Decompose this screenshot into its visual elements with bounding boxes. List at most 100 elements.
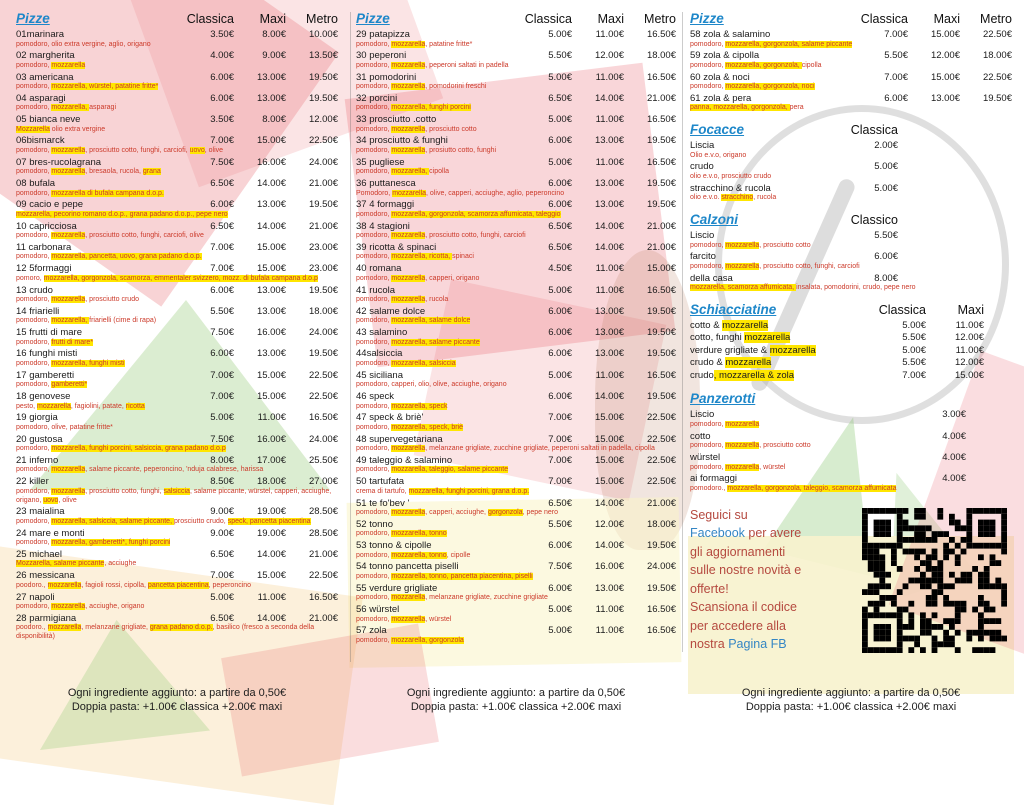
price: 22.50€: [982, 29, 1012, 40]
price: 14.00€: [594, 540, 624, 552]
item-prices: 4.00€: [908, 452, 966, 463]
price: 7.50€: [210, 327, 234, 339]
column-footer: Ogni ingrediente aggiunto: a partire da …: [690, 687, 1012, 714]
price: 9.00€: [210, 527, 234, 539]
item-ingredients: pomodoro, mozzarella, würstel: [356, 615, 452, 623]
price: 15.00€: [594, 412, 624, 424]
price: 10.00€: [308, 29, 338, 40]
item-prices: 8.00€ 17.00€ 25.50€: [182, 455, 338, 466]
item-ingredients: pomodoro, mozzarella, melanzane grigliat…: [356, 594, 548, 602]
section-title: Schiacciatine: [690, 301, 777, 317]
item-ingredients: pomodoro, mozzarella, asparagi: [16, 104, 117, 112]
qr-code: [862, 507, 1007, 658]
menu-item: 56 würstel 5.00€ 11.00€ 16.50€ pomodoro, moz…: [356, 604, 676, 624]
price: 7.50€: [210, 156, 234, 168]
price: 16.50€: [646, 29, 676, 40]
menu-item: crudo 5.00€ olio e.v.o, prosciutto crudo: [690, 161, 1012, 181]
price: 7.50€: [210, 433, 234, 445]
item-prices: 5.50€ 12.00€ 18.00€: [856, 50, 1012, 61]
item-name: della casa: [690, 272, 733, 284]
item-prices: 6.50€ 14.00€ 21.00€: [520, 93, 676, 104]
price: 18.00€: [982, 50, 1012, 62]
price: 27.00€: [308, 476, 338, 488]
price: 7.00€: [210, 369, 234, 381]
price: 14.00€: [256, 548, 286, 560]
price: 9.00€: [210, 506, 234, 518]
menu-item: 06bismarck 7.00€ 15.00€ 22.50€ pomodoro, moz…: [16, 135, 338, 155]
menu-item: crudo & mozzarella 5.50€ 12.00€: [690, 357, 1012, 370]
price: 14.00€: [594, 391, 624, 403]
price: 22.50€: [646, 433, 676, 445]
price: 23.00€: [308, 241, 338, 253]
footer-line-2: Doppia pasta: +1.00€ classica +2.00€ max…: [745, 700, 957, 713]
section-pizze-1: Pizze Classica Maxi Metro 01marinara 3.50€ 8.0…: [16, 11, 338, 642]
price: 22.50€: [308, 570, 338, 582]
item-prices: 5.00€ 11.00€ 16.50€: [520, 370, 676, 381]
item-ingredients: crema di tartufo, mozzarella, funghi por…: [356, 487, 530, 495]
price: 6.50€: [548, 241, 572, 253]
price: 22.50€: [982, 71, 1012, 83]
price: 9.00€: [262, 50, 286, 62]
price-column-header: Maxi: [933, 12, 960, 26]
price: 5.50€: [902, 357, 926, 369]
item-name: 61 zola & pera: [690, 92, 752, 104]
price: 12.00€: [954, 332, 984, 344]
price: 6.00€: [210, 199, 234, 211]
item-ingredients: pomodoro, capperi, olio, olive, acciughe…: [356, 381, 507, 389]
price: 19.50€: [646, 582, 676, 594]
price: 13.00€: [594, 327, 624, 339]
item-ingredients: pomodoro, mozzarella, funghi porcini, sa…: [16, 445, 226, 453]
price: 6.00€: [210, 92, 234, 104]
price: 19.50€: [646, 305, 676, 317]
item-ingredients: pomodoro, mozzarella, prosciutto cotto, …: [16, 232, 204, 240]
item-name: 36 puttanesca: [356, 178, 416, 190]
item-ingredients: pomodoro, mozzarella, salsiccia, salame …: [16, 517, 311, 525]
item-name: verdure grigliate & mozzarella: [690, 344, 816, 356]
price: 14.00€: [594, 497, 624, 509]
item-name: 38 4 stagioni: [356, 220, 410, 232]
price: 6.00€: [548, 582, 572, 594]
price: 19.50€: [646, 540, 676, 552]
price: 14.00€: [594, 92, 624, 104]
price: 13.00€: [594, 135, 624, 147]
menu-item: stracchino & rucola 5.00€ olio e.v.o. stra…: [690, 183, 1012, 203]
price: 19.50€: [308, 284, 338, 296]
price: 5.50€: [874, 230, 898, 242]
price: 14.00€: [594, 241, 624, 253]
item-prices: 9.00€ 19.00€ 28.50€: [182, 528, 338, 539]
section-title: Pizze: [690, 11, 724, 26]
price: 16.50€: [646, 156, 676, 168]
menu-item: della casa 8.00€ mozzarella, scamorza affu…: [690, 273, 1012, 293]
item-prices: 3.50€ 8.00€ 12.00€: [182, 114, 338, 125]
menu-item: 37 4 formaggi 6.00€ 13.00€ 19.50€ pomodoro, …: [356, 199, 676, 219]
price: 22.50€: [646, 476, 676, 488]
item-ingredients: pomodoro, mozzarella, prosciutto cotto, …: [690, 262, 860, 270]
item-prices: 6.50€ 14.00€ 21.00€: [520, 242, 676, 253]
price: 11.00€: [595, 369, 624, 381]
price: 7.00€: [548, 412, 572, 424]
price: 18.00€: [256, 476, 286, 488]
menu-item: 43 salamino 6.00€ 13.00€ 19.50€ pomodoro, mo…: [356, 327, 676, 347]
item-name: Liscio: [690, 409, 715, 421]
price: 11.00€: [257, 412, 286, 424]
price: 5.00€: [548, 29, 572, 40]
price: 13.00€: [256, 305, 286, 317]
price: 11.00€: [955, 344, 984, 356]
item-prices: 7.00€ 15.00€ 23.00€: [182, 263, 338, 274]
item-ingredients: pomodoro, mozzarella, prosciutto crudo: [16, 296, 139, 304]
item-ingredients: olio e.v.o. stracchino, rucola: [690, 194, 777, 202]
item-prices: 5.00€ 11.00€ 16.50€: [520, 604, 676, 615]
item-prices: 6.00€ 13.00€ 19.50€: [520, 199, 676, 210]
price: 12.00€: [930, 50, 960, 62]
item-ingredients: pomodoro, mozzarella, gorgonzola, cipoll…: [690, 61, 822, 69]
item-name: 16 funghi misti: [16, 348, 78, 360]
price: 4.50€: [548, 263, 572, 275]
menu-item: 49 taleggio & salamino 7.00€ 15.00€ 22.50€ p…: [356, 455, 676, 475]
item-ingredients: pomodoro, mozzarella, prosciutto cotto, …: [16, 487, 332, 504]
price: 22.50€: [308, 391, 338, 403]
price: 6.00€: [548, 178, 572, 190]
item-prices: 4.00€ 9.00€ 13.50€: [182, 50, 338, 61]
price: 19.50€: [646, 199, 676, 211]
menu-item: 40 romana 4.50€ 11.00€ 15.00€ pomodoro, mozz…: [356, 263, 676, 283]
item-ingredients: pomodoro, mozzarella, funghi porcini: [356, 104, 471, 112]
